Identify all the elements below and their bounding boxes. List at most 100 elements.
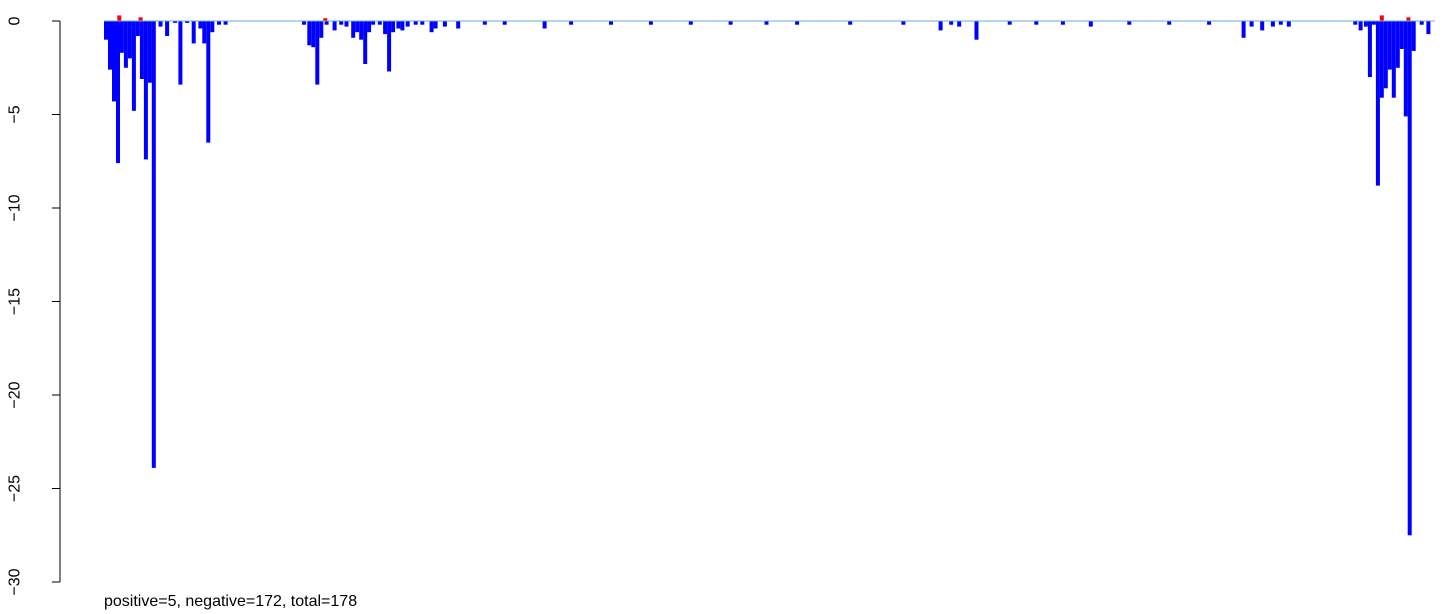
negative-bar <box>1241 21 1246 38</box>
negative-bar <box>1419 21 1424 25</box>
negative-bar <box>413 21 418 25</box>
y-tick-label: 0 <box>7 16 24 25</box>
negative-bar <box>957 21 962 27</box>
positive-bar <box>1406 17 1411 21</box>
positive-bar <box>1379 15 1384 21</box>
negative-bar <box>135 21 140 36</box>
y-tick-label: −15 <box>7 288 24 315</box>
summary-counts-label: positive=5, negative=172, total=178 <box>104 593 357 610</box>
y-tick-label: −20 <box>7 381 24 408</box>
negative-bar <box>974 21 979 40</box>
negative-bar <box>1167 21 1172 25</box>
negative-bar <box>206 21 211 143</box>
negative-bar <box>1260 21 1265 31</box>
negative-bar <box>949 21 954 25</box>
negative-bar <box>1367 21 1372 78</box>
negative-bar <box>688 21 693 25</box>
negative-bar <box>1249 21 1254 27</box>
negative-bar <box>112 21 116 102</box>
negative-bar <box>1353 21 1358 25</box>
negative-bar <box>332 21 337 31</box>
negative-bar <box>1286 21 1291 27</box>
negative-bar <box>396 21 401 29</box>
negative-bar <box>456 21 461 29</box>
positive-bar <box>138 17 143 21</box>
negative-bar <box>429 21 434 33</box>
negative-bar <box>131 21 136 111</box>
negative-bar <box>355 21 360 33</box>
negative-bar <box>315 21 320 85</box>
negative-bar <box>391 21 396 33</box>
negative-bar <box>302 21 306 25</box>
negative-bar <box>143 21 148 160</box>
negative-bar <box>127 21 132 59</box>
negative-bar <box>1034 21 1039 25</box>
y-tick-label: −10 <box>7 194 24 221</box>
negative-bar <box>158 21 163 27</box>
negative-bar <box>311 21 316 48</box>
negative-bar <box>1060 21 1065 25</box>
negative-bar <box>1379 21 1384 98</box>
negative-bar <box>351 21 356 38</box>
y-tick-label: −5 <box>7 105 24 123</box>
negative-bar <box>363 21 368 64</box>
negative-bar <box>104 21 108 40</box>
negative-bar <box>420 21 425 25</box>
y-axis: 0 −5 −10 −15 −20 −25 −30 <box>7 16 61 596</box>
positive-bar <box>117 15 122 21</box>
y-tick-label: −30 <box>7 568 24 595</box>
negative-bar <box>198 21 203 29</box>
negative-bar <box>1387 21 1392 70</box>
negative-bar <box>217 21 221 25</box>
negative-bar <box>901 21 906 25</box>
negative-bar <box>387 21 392 72</box>
negative-bar <box>319 21 324 38</box>
negative-bar <box>119 21 124 53</box>
negative-bar <box>1363 21 1368 27</box>
negative-bar <box>116 21 120 164</box>
negative-bar <box>764 21 769 25</box>
negative-bar <box>1403 21 1408 117</box>
negative-bar <box>1426 21 1431 35</box>
negative-bar <box>108 21 112 70</box>
negative-bar <box>795 21 800 25</box>
negative-bar <box>185 21 190 23</box>
negative-bar <box>569 21 574 25</box>
negative-bar <box>191 21 196 44</box>
negative-bar <box>1088 21 1093 27</box>
negative-bar <box>1270 21 1275 27</box>
negative-bar <box>210 21 215 33</box>
negative-bar <box>728 21 733 25</box>
negative-bar <box>1407 21 1412 536</box>
negative-bar <box>371 21 376 25</box>
negative-bar <box>367 21 372 33</box>
bars-group <box>104 15 1431 536</box>
negative-bar <box>173 21 178 23</box>
negative-bar <box>307 21 312 46</box>
negative-bar <box>433 21 438 29</box>
negative-bar <box>339 21 344 25</box>
negative-bar <box>1278 21 1283 25</box>
negative-bar <box>139 21 144 79</box>
negative-bar <box>202 21 207 44</box>
negative-bar <box>1391 21 1396 98</box>
positive-bar <box>323 18 328 21</box>
negative-bar <box>147 21 152 83</box>
negative-bar <box>609 21 613 25</box>
negative-bar <box>165 21 170 36</box>
negative-bar <box>1399 21 1404 49</box>
negative-bar <box>324 21 329 25</box>
negative-bar <box>938 21 943 31</box>
negative-bar <box>344 21 349 27</box>
negative-bar <box>359 21 364 40</box>
negative-bar <box>1207 21 1212 25</box>
negative-bar <box>223 21 228 25</box>
negative-bar <box>648 21 653 25</box>
negative-bar <box>1375 21 1380 186</box>
negative-bar <box>151 21 156 468</box>
negative-bar <box>442 21 447 27</box>
negative-bar <box>1127 21 1132 25</box>
y-tick-label: −25 <box>7 475 24 502</box>
negative-bar <box>848 21 853 25</box>
